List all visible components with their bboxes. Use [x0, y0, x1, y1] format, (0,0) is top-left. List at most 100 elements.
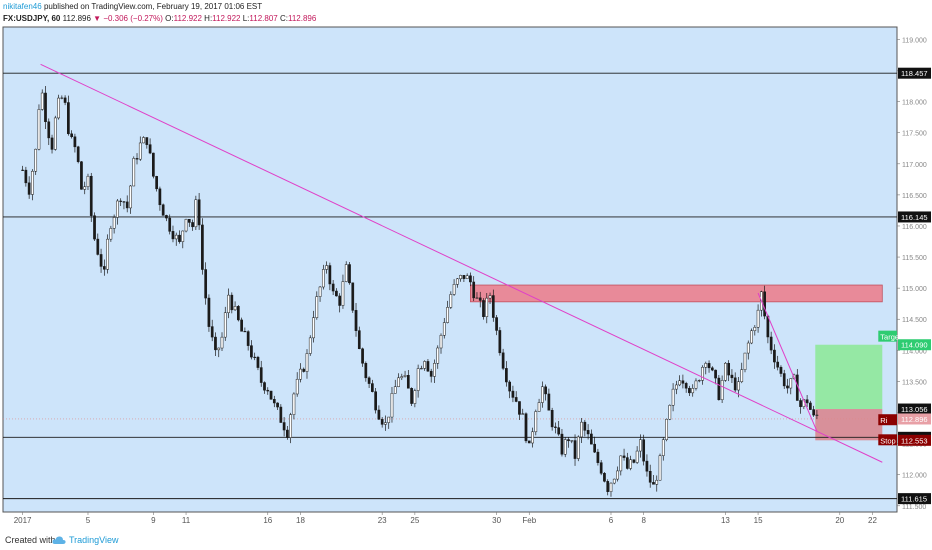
candle-body [658, 455, 662, 481]
candle-body [31, 170, 34, 195]
resistance-zone [470, 284, 883, 303]
candle-body [576, 436, 580, 459]
candle-body [295, 378, 299, 395]
y-tick-label: 114.500 [902, 317, 927, 324]
open-value: 112.922 [173, 14, 202, 23]
candle-body [207, 297, 211, 327]
candle-body [348, 264, 351, 284]
candle-body [214, 336, 217, 351]
change-arrow: ▼ [93, 14, 102, 23]
candle-body [102, 266, 106, 270]
candle-body [786, 385, 789, 389]
candle-body [99, 254, 103, 267]
price-label: 116.145 [901, 213, 928, 222]
candle-body [191, 222, 194, 228]
price-axis [897, 27, 932, 512]
candle-body [181, 230, 185, 242]
risk-tag: Ri [880, 416, 887, 425]
candle-body [671, 388, 675, 406]
candle-body [37, 109, 41, 150]
candle-body [338, 295, 342, 306]
candle-body [178, 234, 181, 242]
candle-body [505, 368, 508, 383]
publish-line: nikitafen46 published on TradingView.com… [3, 2, 262, 11]
candle-body [201, 224, 204, 270]
ohlc-line: FX:USDJPY, 60 112.896 ▼ −0.306 (−0.27%) … [3, 14, 316, 23]
candle-body [406, 375, 410, 389]
candle-body [220, 336, 224, 349]
candle-body [593, 443, 596, 453]
candle-body [132, 158, 136, 187]
x-tick-label: 22 [868, 516, 877, 525]
y-tick-label: 115.500 [902, 255, 927, 262]
stop-tag-bg [878, 434, 897, 446]
price-label-bg [898, 211, 931, 223]
candle-body [773, 349, 776, 363]
candle-body [135, 158, 139, 160]
candle-body [707, 363, 711, 369]
candle-body [635, 450, 639, 463]
symbol-label[interactable]: FX:USDJPY, 60 [3, 14, 61, 23]
candle-body [233, 306, 237, 311]
candle-body [632, 459, 636, 463]
candle-body [472, 281, 476, 299]
candle-body [158, 188, 162, 206]
tradingview-link[interactable]: TradingView [69, 535, 119, 545]
candle-body [246, 331, 250, 346]
candle-body [40, 92, 44, 110]
candle-body [138, 142, 142, 160]
candle-body [184, 218, 188, 232]
candle-body [482, 300, 485, 317]
candle-body [710, 367, 714, 371]
candle-body [809, 402, 812, 410]
candle-body [616, 470, 619, 480]
candle-body [524, 413, 528, 442]
candle-body [717, 377, 721, 401]
candle-body [812, 409, 815, 416]
x-tick-label: 20 [835, 516, 844, 525]
target-zone [815, 344, 883, 410]
candle-body [217, 347, 221, 351]
candle-body [469, 275, 472, 283]
candle-body [27, 182, 31, 195]
candle-body [776, 361, 780, 368]
candle-body [380, 419, 384, 425]
y-tick-label: 118.000 [902, 100, 927, 107]
candle-body [272, 399, 276, 404]
candle-body [302, 368, 306, 372]
candle-body [485, 297, 489, 317]
candle-body [478, 297, 482, 301]
candle-body [377, 409, 381, 420]
risk-tag-bg [878, 414, 897, 426]
candle-body [449, 294, 453, 308]
candle-body [403, 375, 407, 377]
candle-body [165, 215, 168, 219]
candle-body [240, 319, 243, 332]
candle-body [253, 356, 257, 358]
candle-body [701, 367, 704, 381]
candle-body [475, 297, 479, 299]
candle-body [704, 363, 708, 368]
candle-body [305, 353, 309, 372]
author-link[interactable]: nikitafen46 [3, 2, 42, 11]
x-tick-label: 13 [721, 516, 730, 525]
candle-body [508, 381, 512, 392]
candle-body [514, 397, 518, 402]
candle-body [174, 234, 178, 240]
candle-body [465, 275, 469, 279]
price-label-bg [898, 413, 931, 425]
candle-body [116, 200, 119, 218]
x-tick-label: 16 [263, 516, 272, 525]
candle-body [442, 322, 446, 336]
candle-body [743, 352, 747, 370]
candle-body [89, 175, 93, 216]
x-tick-label: 11 [182, 516, 191, 525]
candle-body [580, 421, 583, 438]
candle-body [560, 433, 564, 455]
candle-body [518, 401, 521, 415]
candle-body [625, 457, 629, 469]
candle-body [642, 439, 646, 462]
candle-body [286, 429, 289, 438]
candle-body [357, 330, 361, 350]
